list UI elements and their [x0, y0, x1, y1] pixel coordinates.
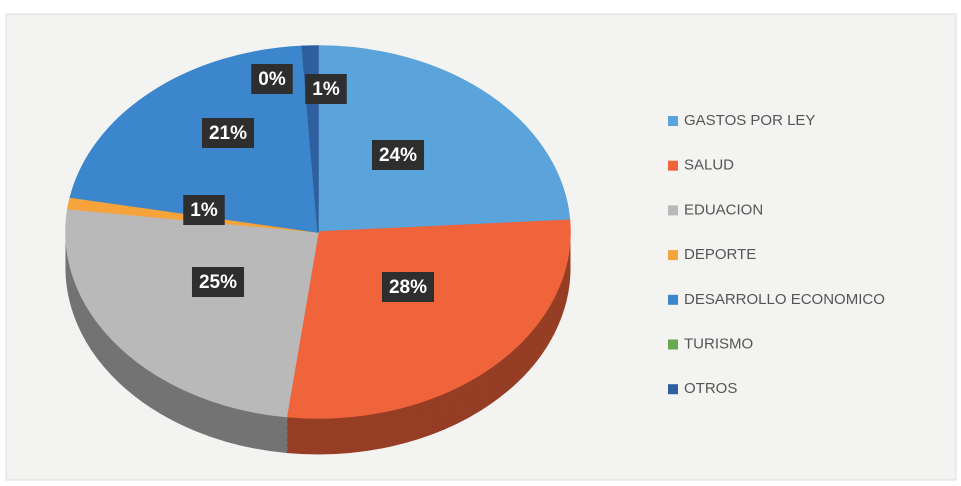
data-label: 21% [209, 123, 247, 144]
legend-label: GASTOS POR LEY [684, 112, 815, 129]
data-label-box [183, 195, 225, 225]
data-label: 24% [379, 145, 417, 166]
data-label: 0% [258, 69, 286, 90]
data-label-box [251, 64, 293, 94]
slice [285, 219, 571, 419]
legend-label: OTROS [684, 380, 737, 397]
data-label-box [381, 272, 435, 302]
legend-swatch [668, 205, 678, 216]
legend-label: SALUD [684, 157, 734, 174]
data-label-box [201, 118, 255, 148]
data-label-box [371, 140, 425, 170]
legend-swatch [668, 294, 678, 305]
data-label: 1% [312, 79, 340, 100]
data-label: 25% [199, 272, 237, 293]
data-label: 1% [190, 200, 218, 221]
legend-swatch [668, 339, 678, 350]
slice [317, 45, 571, 233]
legend-label: EDUACION [684, 201, 763, 218]
data-label-box [191, 267, 245, 297]
slice [65, 207, 319, 418]
legend-swatch [668, 160, 678, 171]
legend-swatch [668, 250, 678, 261]
legend-swatch [668, 384, 678, 395]
legend-label: TURISMO [684, 335, 753, 352]
data-label: 28% [389, 277, 427, 298]
legend-swatch [668, 116, 678, 126]
legend-label: DESARROLLO ECONOMICO [684, 291, 885, 308]
legend-label: DEPORTE [684, 246, 756, 263]
data-label-box [305, 74, 347, 104]
